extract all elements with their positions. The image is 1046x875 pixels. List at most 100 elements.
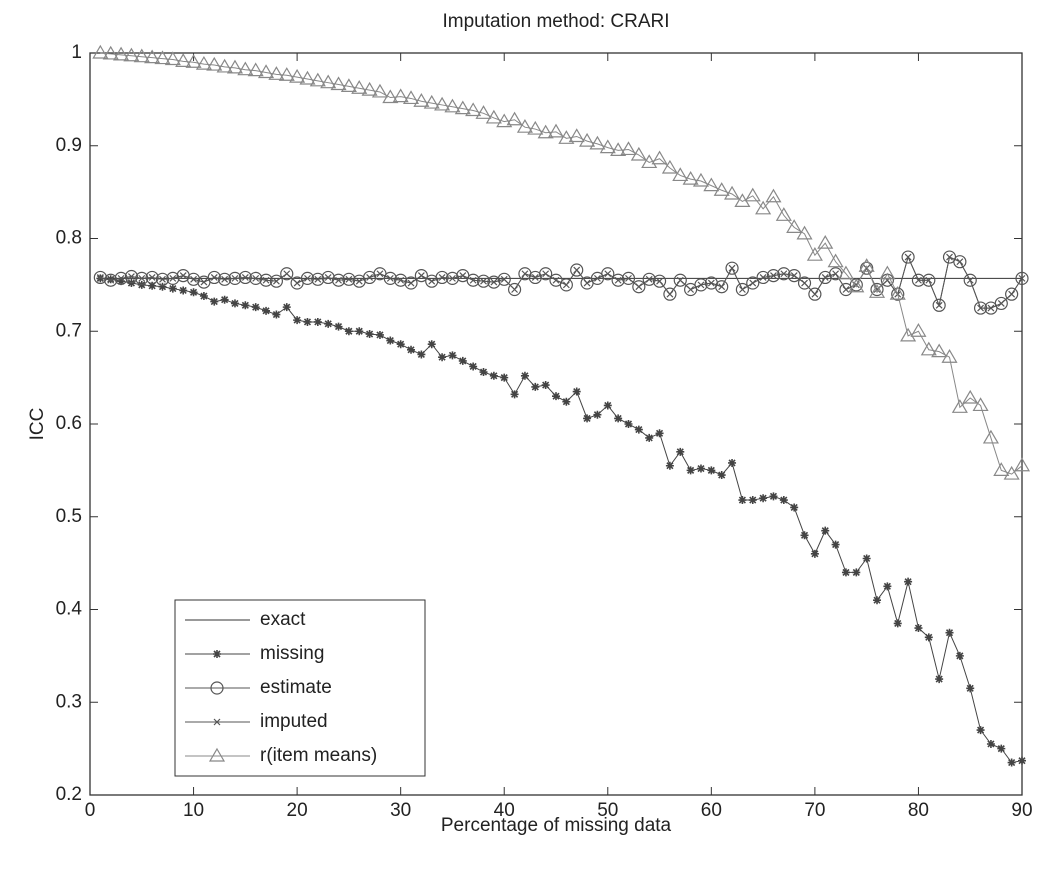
marker-x <box>169 274 177 282</box>
marker-circle <box>777 267 791 281</box>
x-tick-label: 70 <box>804 800 825 821</box>
x-tick-label: 10 <box>183 800 204 821</box>
marker-star <box>841 568 850 577</box>
marker-x <box>604 270 612 278</box>
marker-x <box>190 275 197 283</box>
marker-x <box>407 279 415 287</box>
marker-x <box>107 276 115 284</box>
marker-star <box>986 739 995 748</box>
marker-circle <box>280 267 294 281</box>
marker-x <box>904 253 912 261</box>
marker-triangle <box>972 397 989 412</box>
marker-star <box>375 330 384 339</box>
marker-circle <box>870 282 884 297</box>
marker-triangle <box>102 45 119 60</box>
marker-x <box>625 274 632 282</box>
marker-star <box>873 596 882 605</box>
marker-star <box>168 284 177 293</box>
marker-circle <box>155 272 170 286</box>
marker-x <box>449 274 456 282</box>
marker-star <box>500 373 509 382</box>
marker-star <box>759 494 768 503</box>
marker-star <box>96 274 105 283</box>
marker-star <box>1007 758 1016 767</box>
y-tick-label: 0.3 <box>56 691 82 712</box>
marker-triangle <box>941 349 958 363</box>
marker-x <box>738 286 746 293</box>
marker-circle <box>621 271 636 285</box>
marker-x <box>345 275 353 283</box>
marker-star <box>686 466 695 475</box>
x-tick-label: 80 <box>908 800 929 821</box>
marker-triangle <box>413 93 430 107</box>
marker-star <box>417 350 426 359</box>
chart-title: Imputation method: CRARI <box>442 11 669 32</box>
marker-x <box>801 279 808 287</box>
marker-x <box>428 277 436 285</box>
marker-triangle <box>931 343 948 358</box>
marker-star <box>189 288 198 297</box>
marker-triangle <box>755 200 772 215</box>
marker-circle <box>300 271 315 285</box>
marker-circle <box>259 273 273 287</box>
marker-x <box>531 274 539 281</box>
marker-triangle <box>92 44 109 59</box>
marker-triangle <box>330 76 347 91</box>
marker-x <box>656 277 663 285</box>
marker-x <box>355 277 363 285</box>
marker-star <box>334 322 343 331</box>
marker-star <box>904 577 913 586</box>
marker-x <box>749 279 757 287</box>
marker-triangle <box>817 234 834 249</box>
marker-star <box>303 317 312 326</box>
marker-star <box>583 414 592 423</box>
marker-triangle <box>278 67 295 81</box>
marker-triangle <box>485 109 502 124</box>
marker-star <box>213 650 221 658</box>
marker-x <box>490 278 498 286</box>
marker-triangle <box>682 170 699 185</box>
marker-star <box>562 397 571 406</box>
marker-x <box>459 272 467 280</box>
x-tick-label: 50 <box>597 800 618 821</box>
marker-circle <box>570 263 584 277</box>
marker-circle <box>963 273 977 287</box>
marker-star <box>220 295 229 304</box>
marker-star <box>324 319 333 328</box>
marker-circle <box>207 270 221 285</box>
legend-label: imputed <box>260 711 328 732</box>
marker-star <box>531 382 540 391</box>
marker-triangle <box>175 53 192 67</box>
marker-star <box>790 503 799 512</box>
marker-star <box>748 496 757 505</box>
marker-triangle <box>723 185 741 200</box>
marker-star <box>800 531 809 540</box>
marker-triangle <box>247 62 264 77</box>
marker-x <box>552 276 560 284</box>
marker-circle <box>218 272 232 286</box>
marker-star <box>282 303 291 312</box>
marker-x <box>283 270 291 278</box>
marker-triangle <box>1013 457 1031 472</box>
marker-triangle <box>434 96 451 111</box>
marker-star <box>779 496 788 505</box>
marker-x <box>935 301 943 309</box>
marker-x <box>179 272 187 280</box>
marker-triangle <box>558 130 575 144</box>
marker-triangle <box>475 105 492 119</box>
marker-circle <box>559 278 573 292</box>
marker-triangle <box>713 182 730 196</box>
marker-x <box>666 290 674 298</box>
marker-x <box>127 273 135 280</box>
x-tick-label: 30 <box>390 800 411 821</box>
marker-circle <box>210 681 224 695</box>
marker-star <box>230 299 239 308</box>
marker-circle <box>663 287 677 301</box>
marker-star <box>262 306 271 315</box>
marker-circle <box>404 276 418 290</box>
marker-x <box>997 300 1005 307</box>
y-tick-label: 1 <box>71 42 82 63</box>
marker-circle <box>394 273 408 287</box>
marker-circle <box>601 267 615 281</box>
